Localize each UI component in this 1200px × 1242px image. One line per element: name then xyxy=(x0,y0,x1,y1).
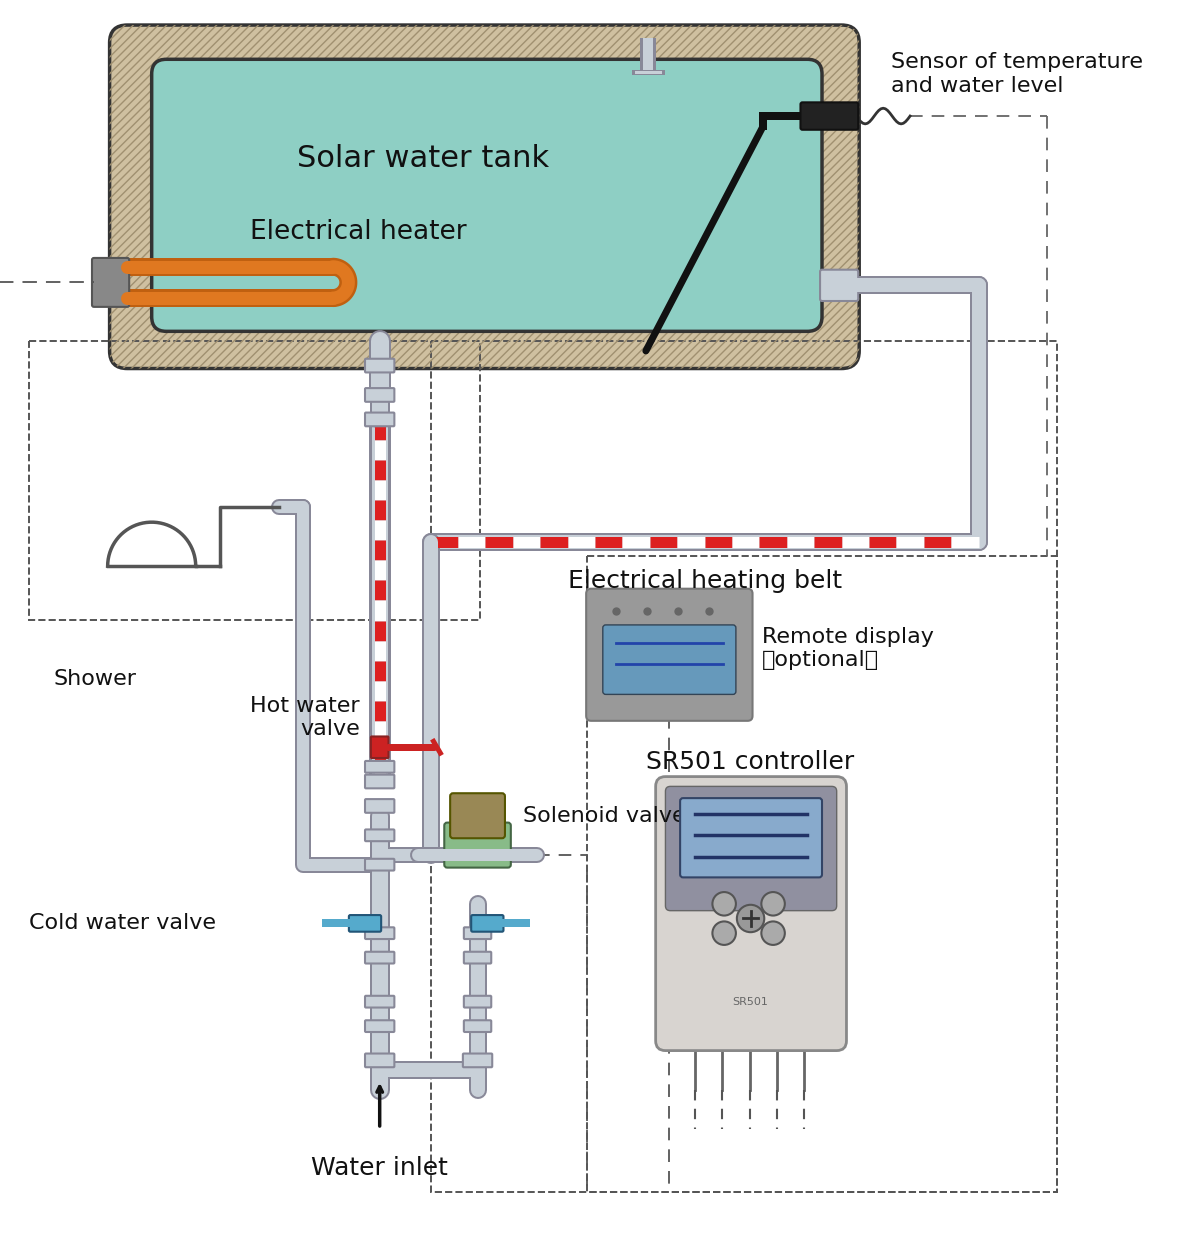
FancyBboxPatch shape xyxy=(586,589,752,720)
Text: Solenoid valve: Solenoid valve xyxy=(522,806,685,826)
Text: Electrical heater: Electrical heater xyxy=(251,219,467,245)
Text: Solar water tank: Solar water tank xyxy=(296,144,548,174)
FancyBboxPatch shape xyxy=(365,388,395,402)
Text: SR501: SR501 xyxy=(733,996,768,1007)
Text: SR501 controller: SR501 controller xyxy=(647,750,854,774)
Text: Sensor of temperature
and water level: Sensor of temperature and water level xyxy=(890,52,1142,96)
FancyBboxPatch shape xyxy=(365,996,395,1007)
Circle shape xyxy=(761,892,785,915)
Bar xyxy=(29,342,480,620)
FancyBboxPatch shape xyxy=(655,776,846,1051)
Circle shape xyxy=(713,892,736,915)
FancyBboxPatch shape xyxy=(349,915,382,932)
Bar xyxy=(431,342,1057,1192)
Circle shape xyxy=(713,922,736,945)
FancyBboxPatch shape xyxy=(365,359,395,373)
FancyBboxPatch shape xyxy=(365,928,395,939)
FancyBboxPatch shape xyxy=(602,625,736,694)
FancyBboxPatch shape xyxy=(450,794,505,838)
FancyBboxPatch shape xyxy=(365,1020,395,1032)
Bar xyxy=(587,556,1057,1192)
FancyBboxPatch shape xyxy=(371,737,389,758)
FancyBboxPatch shape xyxy=(365,1053,395,1067)
FancyBboxPatch shape xyxy=(109,25,859,369)
FancyBboxPatch shape xyxy=(365,775,395,789)
FancyBboxPatch shape xyxy=(464,928,491,939)
Text: Shower: Shower xyxy=(54,668,137,689)
FancyBboxPatch shape xyxy=(464,996,491,1007)
FancyBboxPatch shape xyxy=(365,951,395,964)
FancyBboxPatch shape xyxy=(365,799,395,812)
Text: Water inlet: Water inlet xyxy=(311,1156,448,1180)
Text: Cold water valve: Cold water valve xyxy=(29,913,216,934)
FancyBboxPatch shape xyxy=(666,786,836,910)
Text: Remote display
（optional）: Remote display （optional） xyxy=(762,627,934,671)
FancyBboxPatch shape xyxy=(820,270,858,301)
FancyBboxPatch shape xyxy=(365,830,395,841)
Text: Electrical heating belt: Electrical heating belt xyxy=(568,569,841,592)
FancyBboxPatch shape xyxy=(444,822,511,868)
FancyBboxPatch shape xyxy=(92,258,130,307)
FancyBboxPatch shape xyxy=(463,1053,492,1067)
FancyBboxPatch shape xyxy=(365,761,395,773)
Text: Hot water
valve: Hot water valve xyxy=(251,697,360,739)
FancyBboxPatch shape xyxy=(151,60,822,332)
FancyBboxPatch shape xyxy=(365,858,395,871)
Circle shape xyxy=(761,922,785,945)
FancyBboxPatch shape xyxy=(680,799,822,877)
FancyBboxPatch shape xyxy=(472,915,504,932)
Circle shape xyxy=(737,904,764,933)
FancyBboxPatch shape xyxy=(464,1020,491,1032)
FancyBboxPatch shape xyxy=(464,951,491,964)
FancyBboxPatch shape xyxy=(365,412,395,426)
FancyBboxPatch shape xyxy=(800,102,858,129)
